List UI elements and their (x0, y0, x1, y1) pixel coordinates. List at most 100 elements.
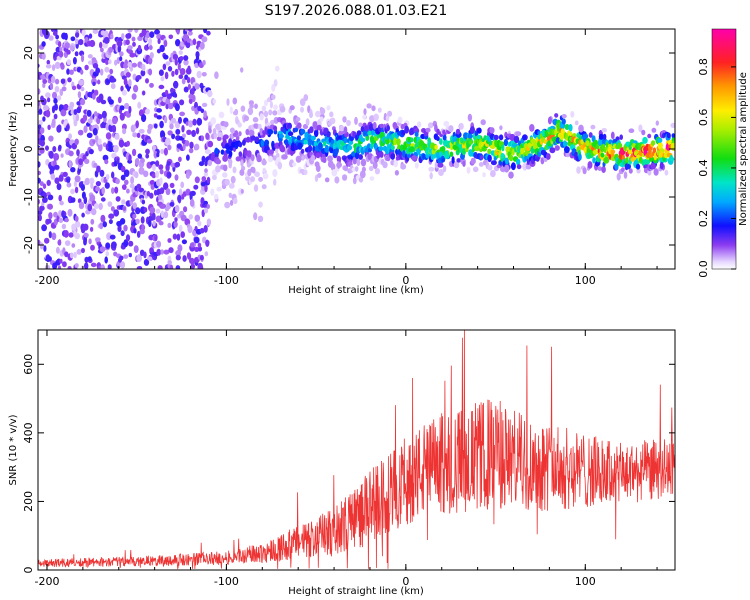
spectrogram-cell (123, 169, 130, 177)
spectrogram-cell (169, 123, 174, 130)
spectrogram-cell (68, 160, 72, 168)
spectrogram-cell (177, 62, 181, 71)
spectrogram-cell (99, 246, 106, 253)
spectrogram-cell (509, 154, 514, 162)
spectrogram-cell (61, 86, 67, 92)
spectrogram-cell (102, 221, 108, 228)
spectrogram-cell (78, 158, 83, 166)
spectrogram-cell (660, 150, 664, 158)
spectrogram-cell (168, 34, 174, 40)
spectrogram-cell (41, 52, 46, 60)
spectrogram-cell (74, 138, 79, 145)
spectrogram-cell (189, 141, 194, 149)
spectrogram-cell (65, 124, 70, 130)
chart-title: S197.2026.088.01.03.E21 (265, 3, 448, 19)
spectrogram-cell (230, 175, 236, 184)
spectrogram-cell (67, 266, 72, 269)
spectrogram-cell (134, 171, 139, 179)
spectrogram-cell (319, 116, 324, 122)
spectrogram-cell (93, 111, 98, 117)
spectrogram-cell (119, 112, 125, 121)
spectrogram-cell (271, 94, 276, 100)
spectrogram-cell (134, 29, 139, 33)
spectrogram-cell (63, 103, 69, 111)
spectrogram-cell (206, 218, 212, 226)
spectrogram-cell (105, 242, 111, 249)
spectrogram-cell (132, 132, 138, 138)
spectrogram-cell (140, 158, 145, 164)
spectrogram-cell (120, 165, 126, 173)
spectrogram-cell (207, 159, 213, 166)
colorbar-tick-label: 0.0 (697, 260, 710, 278)
spectrogram-cell (300, 128, 306, 135)
spectrogram-cell (184, 29, 189, 32)
spectrogram-cell (95, 237, 101, 243)
spectrogram-cell (181, 125, 185, 133)
spectrogram-cell (358, 122, 363, 127)
spectrogram-cell (201, 155, 206, 163)
spectrogram-cell (254, 171, 260, 178)
spectrogram-cell (504, 164, 510, 173)
spectrogram-cell (541, 129, 546, 137)
spectrogram-cell (136, 266, 143, 269)
spectrogram-cell (175, 265, 181, 269)
spectrogram-cell (516, 164, 522, 170)
y-tick-label: 0 (22, 146, 35, 153)
spectrogram-cell (129, 52, 135, 58)
spectrogram-cell (111, 187, 115, 195)
spectrogram-cell (466, 166, 471, 174)
spectrogram-cell (105, 132, 112, 140)
spectrogram-cell (137, 44, 142, 52)
spectrogram-cell (330, 163, 336, 172)
spectrogram-cell (41, 41, 46, 47)
spectrogram-cell (114, 133, 120, 140)
spectrogram-cell (156, 248, 162, 256)
spectrogram-cell (647, 133, 652, 139)
spectrogram-cell (86, 109, 92, 117)
spectrogram-cell (66, 182, 72, 188)
spectrogram-cell (192, 38, 197, 46)
spectrogram-cell (126, 140, 130, 147)
spectrogram-cell (105, 251, 110, 257)
spectrogram-cell (309, 126, 314, 134)
spectrogram-cell (46, 59, 51, 65)
spectrogram-cell (149, 179, 155, 186)
spectrogram-cell (250, 154, 255, 162)
spectrogram-cell (253, 123, 258, 128)
spectrogram-cell (204, 251, 209, 257)
spectrogram-cell (173, 93, 178, 98)
spectrogram-cell (349, 136, 354, 142)
spectrogram-cell (84, 64, 89, 71)
spectrogram-cell (238, 131, 242, 137)
spectrogram-cell (119, 56, 123, 62)
spectrogram-cell (90, 182, 94, 189)
spectrogram-cell (343, 137, 348, 144)
spectrogram-cell (95, 186, 100, 192)
snr-plot-area (38, 330, 675, 570)
spectrogram-cell (69, 252, 74, 259)
spectrogram-cell (248, 129, 255, 137)
spectrogram-cell (76, 106, 81, 114)
spectrogram-cell (100, 264, 105, 269)
spectrogram-cell (644, 159, 651, 165)
spectrogram-cell (409, 146, 415, 153)
spectrogram-cell (97, 113, 103, 120)
spectrogram-cell (361, 166, 366, 172)
colorbar-tick-label: 0.6 (697, 109, 710, 127)
spectrogram-cell (68, 133, 72, 140)
spectrogram-cell (315, 164, 321, 172)
spectrogram-cell (274, 148, 279, 154)
x-tick-label: 0 (402, 274, 409, 287)
spectrogram-cell (178, 188, 183, 197)
spectrogram-cell (574, 120, 579, 126)
spectrogram-cell (652, 147, 657, 154)
spectrogram-cell (228, 150, 233, 157)
spectrogram-cell (145, 148, 150, 155)
spectrogram-cell (140, 69, 146, 77)
spectrogram-cell (371, 105, 376, 112)
spectrogram-cell (638, 124, 643, 133)
spectrogram-cell (180, 181, 185, 189)
spectrogram-cell (187, 225, 193, 234)
spectrogram-cell (141, 114, 147, 123)
spectrogram-cell (188, 98, 193, 104)
